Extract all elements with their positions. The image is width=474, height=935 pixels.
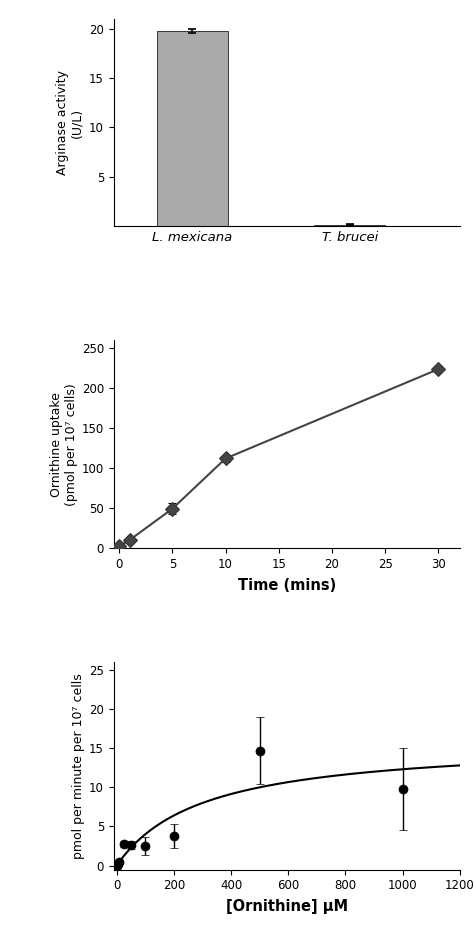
Bar (157, 31, 228, 226)
X-axis label: [Ornithine] μM: [Ornithine] μM (226, 899, 348, 914)
X-axis label: Time (mins): Time (mins) (237, 578, 336, 593)
Bar (314, 224, 385, 226)
Y-axis label: Arginase activity
(U/L): Arginase activity (U/L) (55, 70, 83, 175)
Y-axis label: pmol per minute per 10⁷ cells: pmol per minute per 10⁷ cells (72, 673, 85, 858)
Y-axis label: Ornithine uptake
(pmol per 10⁷ cells): Ornithine uptake (pmol per 10⁷ cells) (50, 382, 78, 506)
